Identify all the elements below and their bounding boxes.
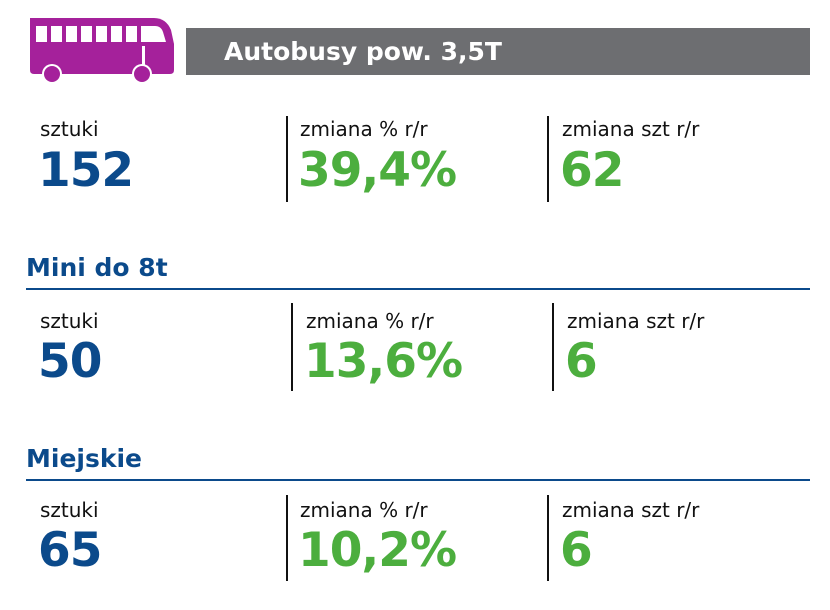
column-divider [552, 303, 554, 391]
stat-value-change-units: 6 [560, 523, 593, 578]
page-title: Autobusy pow. 3,5T [224, 37, 502, 66]
bus-icon [30, 18, 174, 84]
column-divider [291, 303, 293, 391]
stat-label-change-percent: zmiana % r/r [306, 309, 434, 333]
stat-label-units: sztuki [40, 309, 99, 333]
stat-label-change-percent: zmiana % r/r [300, 498, 428, 522]
stat-label-change-units: zmiana szt r/r [562, 117, 700, 141]
section-rule [26, 288, 810, 290]
stat-value-change-percent: 39,4% [298, 143, 457, 198]
section-heading-mini: Mini do 8t [26, 253, 168, 282]
column-divider [286, 495, 288, 581]
stat-value-change-percent: 10,2% [298, 523, 457, 578]
stat-label-units: sztuki [40, 117, 99, 141]
stat-label-change-units: zmiana szt r/r [562, 498, 700, 522]
title-bar: Autobusy pow. 3,5T [186, 28, 810, 75]
stat-value-units: 152 [38, 143, 134, 198]
column-divider [547, 495, 549, 581]
section-heading-city: Miejskie [26, 444, 143, 473]
stat-value-change-percent: 13,6% [304, 334, 463, 389]
stat-label-change-units: zmiana szt r/r [567, 309, 705, 333]
stat-value-units: 65 [38, 523, 102, 578]
column-divider [286, 116, 288, 202]
stat-value-change-units: 6 [565, 334, 598, 389]
column-divider [547, 116, 549, 202]
stat-label-units: sztuki [40, 498, 99, 522]
section-rule [26, 479, 810, 481]
stat-value-units: 50 [38, 334, 102, 389]
stat-value-change-units: 62 [560, 143, 624, 198]
stat-label-change-percent: zmiana % r/r [300, 117, 428, 141]
